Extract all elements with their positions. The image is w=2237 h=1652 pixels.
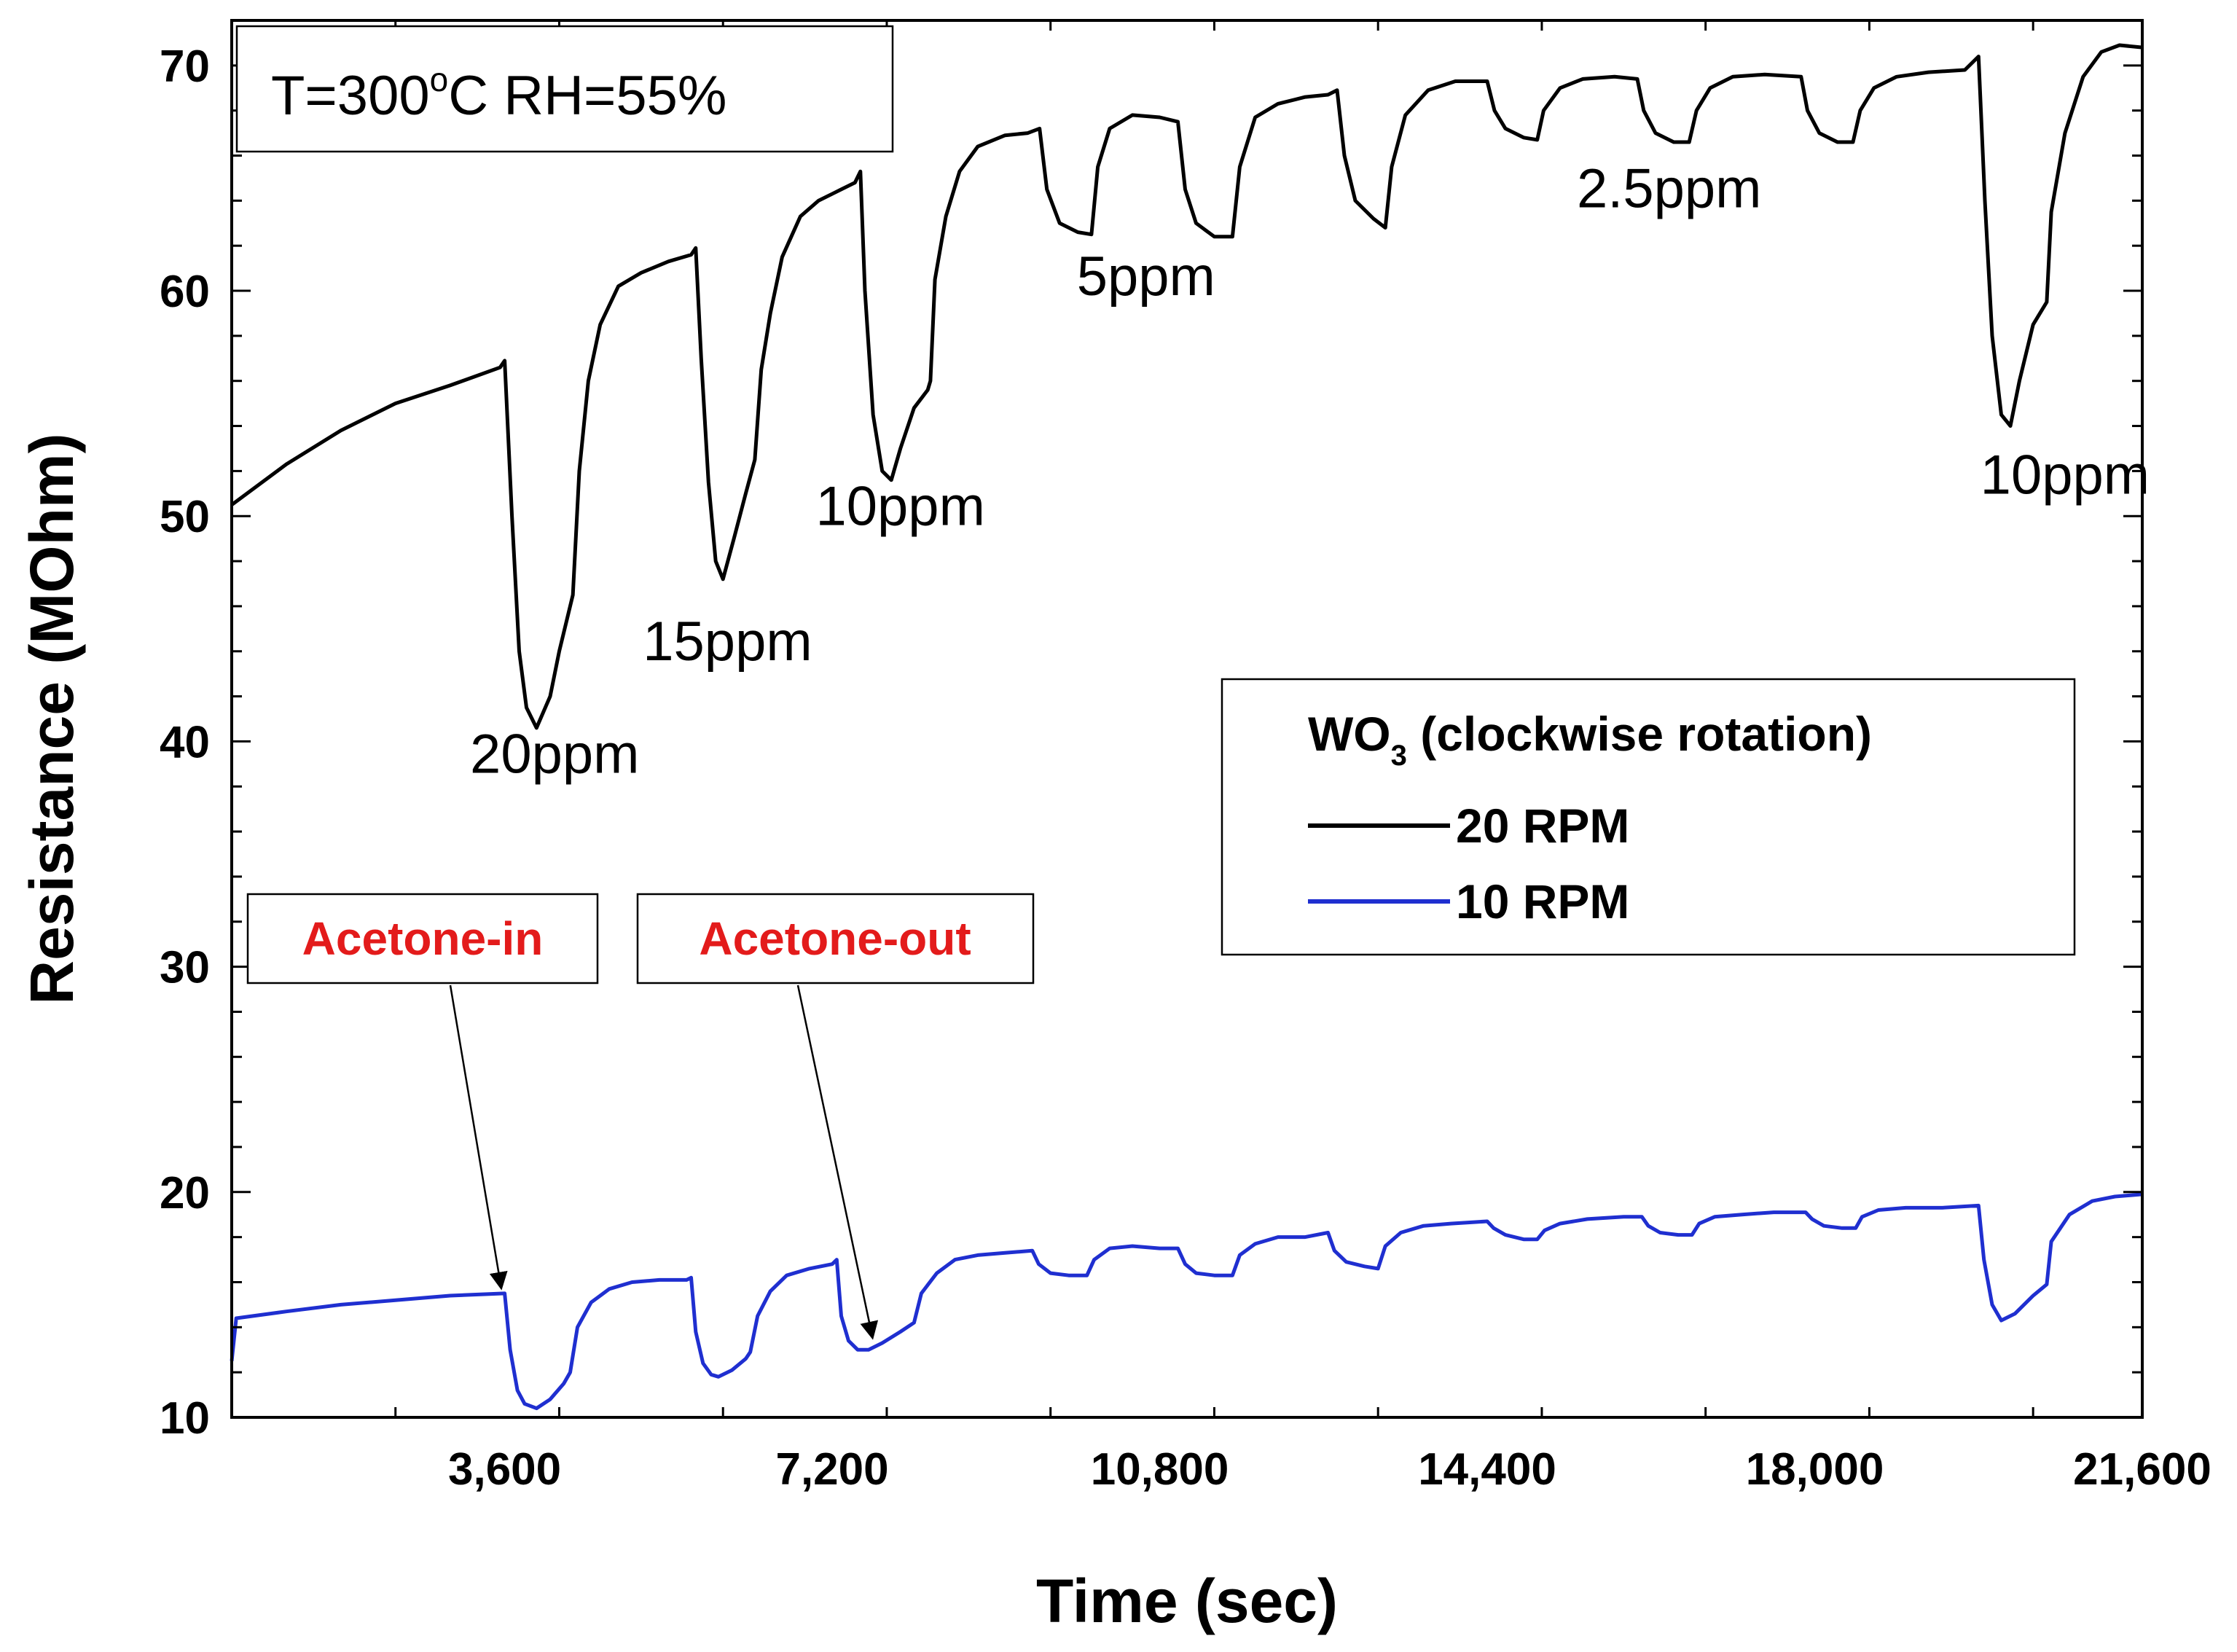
legend-title-sub: 3	[1391, 740, 1407, 772]
concentration-label: 2.5ppm	[1577, 158, 1762, 220]
legend-label-10rpm: 10 RPM	[1456, 874, 1629, 928]
y-tick-label: 30	[160, 943, 210, 993]
legend-label-20rpm: 20 RPM	[1456, 799, 1629, 853]
x-axis-label: Time (sec)	[1036, 1567, 1338, 1635]
condition-degree: o	[430, 60, 449, 98]
series-line-20-rpm	[230, 43, 2143, 730]
concentration-label: 10ppm	[1981, 444, 2150, 506]
condition-prefix: T=300	[271, 65, 430, 127]
plot-area: 10 20 30 40 50 60 70 3,600 7,200 10,800 14,400 18,0…	[17, 19, 2211, 1635]
callout-acetone-in-text: Acetone-in	[302, 912, 544, 965]
callout-acetone-out-arrow	[796, 984, 879, 1340]
x-tick-label: 14,400	[1418, 1444, 1556, 1495]
callout-acetone-out-frame	[636, 893, 1035, 984]
condition-box: T=300oC RH=55%	[235, 25, 894, 153]
x-tick-label: 3,600	[448, 1444, 561, 1495]
concentration-label: 15ppm	[643, 611, 812, 673]
legend: WO3 (clockwise rotation) 20 RPM 10 RPM	[1221, 678, 2076, 956]
y-tick-label: 40	[160, 717, 210, 767]
legend-title: WO3 (clockwise rotation)	[1308, 707, 1872, 772]
callout-acetone-in-frame	[246, 893, 599, 984]
y-tick-label: 50	[160, 492, 210, 542]
x-tick-label: 18,000	[1746, 1444, 1884, 1495]
legend-frame	[1221, 678, 2076, 956]
concentration-label: 20ppm	[470, 724, 639, 786]
legend-title-main: WO	[1308, 707, 1391, 761]
x-tick-label: 10,800	[1091, 1444, 1229, 1495]
callout-acetone-out: Acetone-out	[636, 893, 1035, 1340]
condition-suffix: C RH=55%	[448, 65, 726, 127]
callout-acetone-out-text: Acetone-out	[699, 912, 971, 965]
y-tick-label: 70	[160, 42, 210, 92]
concentration-label: 5ppm	[1077, 246, 1215, 308]
y-axis-label: Resistance (MOhm)	[17, 433, 86, 1004]
callout-acetone-in: Acetone-in	[246, 893, 599, 1291]
condition-box-frame	[235, 25, 894, 153]
x-tick-label: 7,200	[775, 1444, 888, 1495]
legend-title-rest: (clockwise rotation)	[1407, 707, 1872, 761]
plot-frame	[230, 19, 2144, 1419]
x-tick-label: 21,600	[2073, 1444, 2211, 1495]
callout-acetone-in-arrow	[449, 984, 508, 1291]
condition-text: T=300oC RH=55%	[271, 60, 726, 127]
concentration-label: 10ppm	[816, 476, 985, 538]
series-line-10-rpm	[230, 1192, 2143, 1411]
y-tick-label: 20	[160, 1168, 210, 1218]
y-tick-label: 60	[160, 267, 210, 317]
y-tick-label: 10	[160, 1393, 210, 1444]
